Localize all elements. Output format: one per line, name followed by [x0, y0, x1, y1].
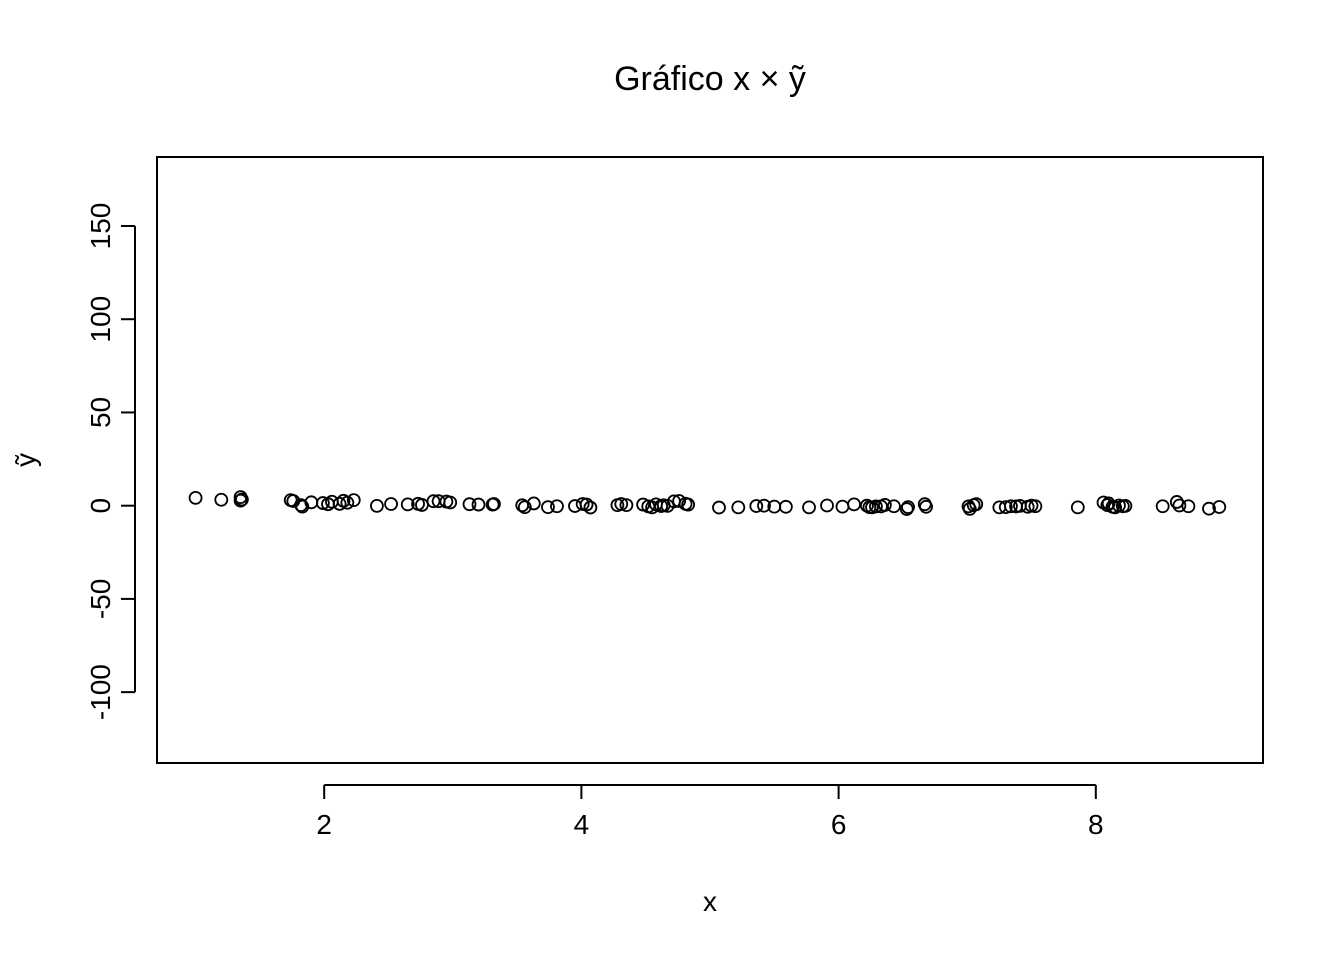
data-point: [757, 498, 771, 513]
y-axis: -100 -50 0 50 100 150: [85, 203, 136, 720]
data-point: [550, 499, 564, 514]
y-tick-label: 100: [85, 296, 116, 343]
x-tick-label: 2: [316, 809, 332, 840]
data-point: [887, 499, 901, 514]
data-point: [579, 497, 594, 512]
y-axis-title: ỹ: [10, 453, 41, 467]
data-point: [901, 500, 915, 515]
data-point: [487, 497, 501, 511]
data-point: [778, 499, 793, 514]
data-point: [878, 498, 892, 512]
data-point: [1070, 500, 1085, 515]
data-point: [1202, 501, 1216, 516]
x-tick-label: 6: [831, 809, 847, 840]
data-point: [847, 497, 861, 512]
y-tick-label: 0: [85, 498, 116, 514]
data-point: [869, 499, 883, 514]
data-point: [370, 498, 384, 513]
data-point: [820, 498, 834, 513]
data-point: [712, 500, 726, 515]
x-axis-title: x: [703, 886, 717, 917]
data-point: [340, 495, 355, 510]
data-point: [234, 492, 249, 507]
data-point: [517, 500, 532, 515]
data-point: [568, 499, 582, 513]
data-point: [462, 497, 477, 512]
data-point: [835, 499, 850, 514]
data-point: [384, 497, 398, 511]
data-point: [681, 497, 696, 512]
data-point: [1004, 499, 1018, 514]
data-point: [332, 496, 347, 511]
y-tick-label: 150: [85, 203, 116, 250]
data-point: [619, 498, 634, 513]
data-point: [315, 496, 330, 510]
data-point: [1212, 500, 1227, 514]
data-point: [919, 499, 933, 514]
data-point: [1155, 499, 1170, 514]
data-point: [1169, 495, 1184, 509]
chart-title: Gráfico x × ỹ: [614, 60, 806, 98]
data-point: [1118, 498, 1133, 513]
data-point: [731, 500, 746, 515]
data-point: [526, 496, 541, 511]
data-point: [583, 500, 598, 515]
data-point: [969, 497, 984, 512]
data-point: [400, 497, 415, 512]
plot-area-frame: [156, 156, 1264, 764]
data-point: [471, 497, 486, 512]
data-point: [1028, 499, 1043, 514]
data-point: [998, 500, 1013, 515]
data-point: [614, 497, 629, 511]
data-points: [188, 490, 1227, 516]
data-point: [188, 490, 203, 505]
data-point: [443, 495, 458, 510]
x-axis: 2 4 6 8: [316, 784, 1104, 840]
data-point: [672, 494, 687, 508]
data-point: [1172, 498, 1187, 513]
data-point: [541, 500, 555, 515]
data-point: [325, 494, 339, 509]
data-point: [1181, 499, 1196, 514]
data-point: [802, 500, 816, 515]
y-tick-label: 50: [85, 397, 116, 428]
x-tick-label: 8: [1088, 809, 1104, 840]
x-tick-label: 4: [574, 809, 590, 840]
y-tick-label: -100: [85, 664, 116, 720]
data-point: [346, 493, 361, 507]
data-point: [749, 499, 764, 513]
y-tick-label: -50: [85, 579, 116, 619]
data-point: [233, 493, 248, 508]
data-point: [899, 502, 914, 516]
data-point: [214, 492, 229, 507]
